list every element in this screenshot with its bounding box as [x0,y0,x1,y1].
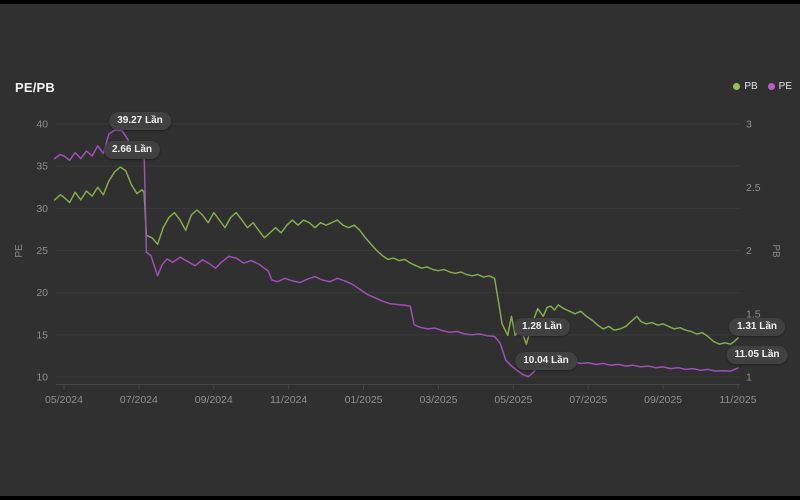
chart-legend: PB PE [733,81,792,92]
legend-item-pe[interactable]: PE [767,81,792,92]
x-axis-label: 07/2024 [120,394,158,406]
legend-dot-icon [767,83,775,90]
window-edge-top [0,0,800,4]
annotation-pill: 1.28 Lần [513,318,571,336]
annotation-pill: 2.66 Lần [103,141,161,159]
y-axis-right-tick: 1.5 [746,308,761,320]
x-axis-label: 09/2024 [195,394,233,406]
annotation-pill: 1.31 Lần [728,318,786,336]
x-axis-label: 11/2024 [270,394,307,406]
y-axis-right-tick: 2 [746,245,752,257]
x-axis-label: 05/2025 [494,394,532,406]
y-axis-left-tick: 35 [36,161,48,173]
x-axis-label: 01/2025 [345,394,383,406]
y-axis-left-tick: 25 [36,245,48,257]
pb-line [53,166,739,345]
legend-label: PB [744,81,758,92]
annotation-pill: 11.05 Lần [726,346,788,364]
window-edge-bottom [0,496,800,500]
x-axis-label: 07/2025 [569,394,607,406]
y-axis-left-tick: 15 [36,329,48,341]
annotation-pill: 10.04 Lần [515,352,577,370]
x-axis-label: 05/2024 [45,394,83,406]
y-axis-left-tick: 30 [36,203,48,215]
y-axis-left-tick: 10 [36,372,48,384]
y-axis-right-title: PB [770,244,781,258]
x-axis-label: 11/2025 [719,394,756,406]
y-axis-right-tick: 2.5 [746,182,761,194]
pe-line [53,129,739,378]
legend-dot-icon [733,83,741,90]
annotation-pill: 39.27 Lần [109,112,171,130]
y-axis-left-tick: 20 [36,287,48,299]
y-axis-left-title: PE [14,244,25,258]
x-axis-label: 09/2025 [644,394,682,406]
legend-label: PE [778,81,792,92]
y-axis-left-tick: 40 [36,119,48,131]
y-axis-right-tick: 3 [746,119,752,131]
legend-item-pb[interactable]: PB [733,81,758,92]
page-title: PE/PB [15,80,56,95]
x-axis-label: 03/2025 [419,394,457,406]
y-axis-right-tick: 1 [746,372,752,384]
